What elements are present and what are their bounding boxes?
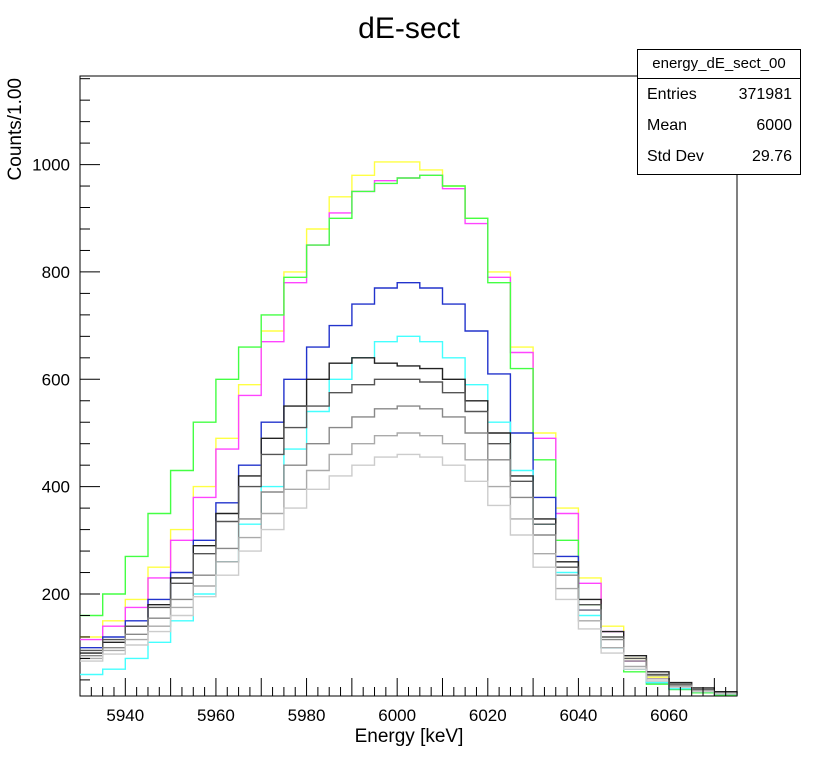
series-line-2	[80, 174, 738, 695]
series-line-9	[80, 432, 738, 695]
y-axis: 200 400 600 800 1000	[32, 78, 100, 681]
x-tick-label: 5980	[288, 706, 326, 725]
stddev-label: Std Dev	[647, 148, 704, 165]
stddev-value: 29.76	[751, 148, 792, 165]
series-line-8	[80, 405, 738, 695]
stats-title: energy_dE_sect_00	[638, 50, 800, 79]
entries-value: 371981	[738, 86, 792, 103]
x-tick-label: 5960	[197, 706, 235, 725]
stats-row-entries: Entries 371981	[638, 79, 800, 110]
x-tick-label: 5940	[106, 706, 144, 725]
y-tick-label: 400	[42, 478, 70, 497]
x-tick-label: 6000	[378, 706, 416, 725]
series-line-4	[80, 282, 738, 696]
chart-title: dE-sect	[358, 12, 460, 45]
series-layer	[80, 161, 738, 696]
y-tick-label: 800	[42, 263, 70, 282]
x-axis: 5940 5960 5980 6000 6020 6040 6060	[79, 678, 738, 725]
y-tick-label: 200	[42, 585, 70, 604]
stats-row-mean: Mean 6000	[638, 110, 800, 141]
series-line-5	[80, 335, 738, 696]
y-tick-label: 600	[42, 370, 70, 389]
series-line-10	[80, 453, 738, 696]
y-tick-label: 1000	[32, 156, 70, 175]
entries-label: Entries	[647, 86, 697, 103]
mean-value: 6000	[756, 117, 792, 134]
stats-row-stddev: Std Dev 29.76	[638, 141, 800, 172]
series-line-6	[80, 357, 738, 694]
series-line-7	[80, 378, 738, 695]
x-tick-label: 6020	[469, 706, 507, 725]
series-line-3	[80, 174, 738, 696]
x-axis-label: Energy [keV]	[355, 726, 464, 747]
x-tick-label: 6040	[559, 706, 597, 725]
stats-box: energy_dE_sect_00 Entries 371981 Mean 60…	[637, 49, 801, 175]
x-tick-label: 6060	[650, 706, 688, 725]
mean-label: Mean	[647, 117, 688, 134]
y-axis-label: Counts/1.00	[5, 78, 26, 180]
